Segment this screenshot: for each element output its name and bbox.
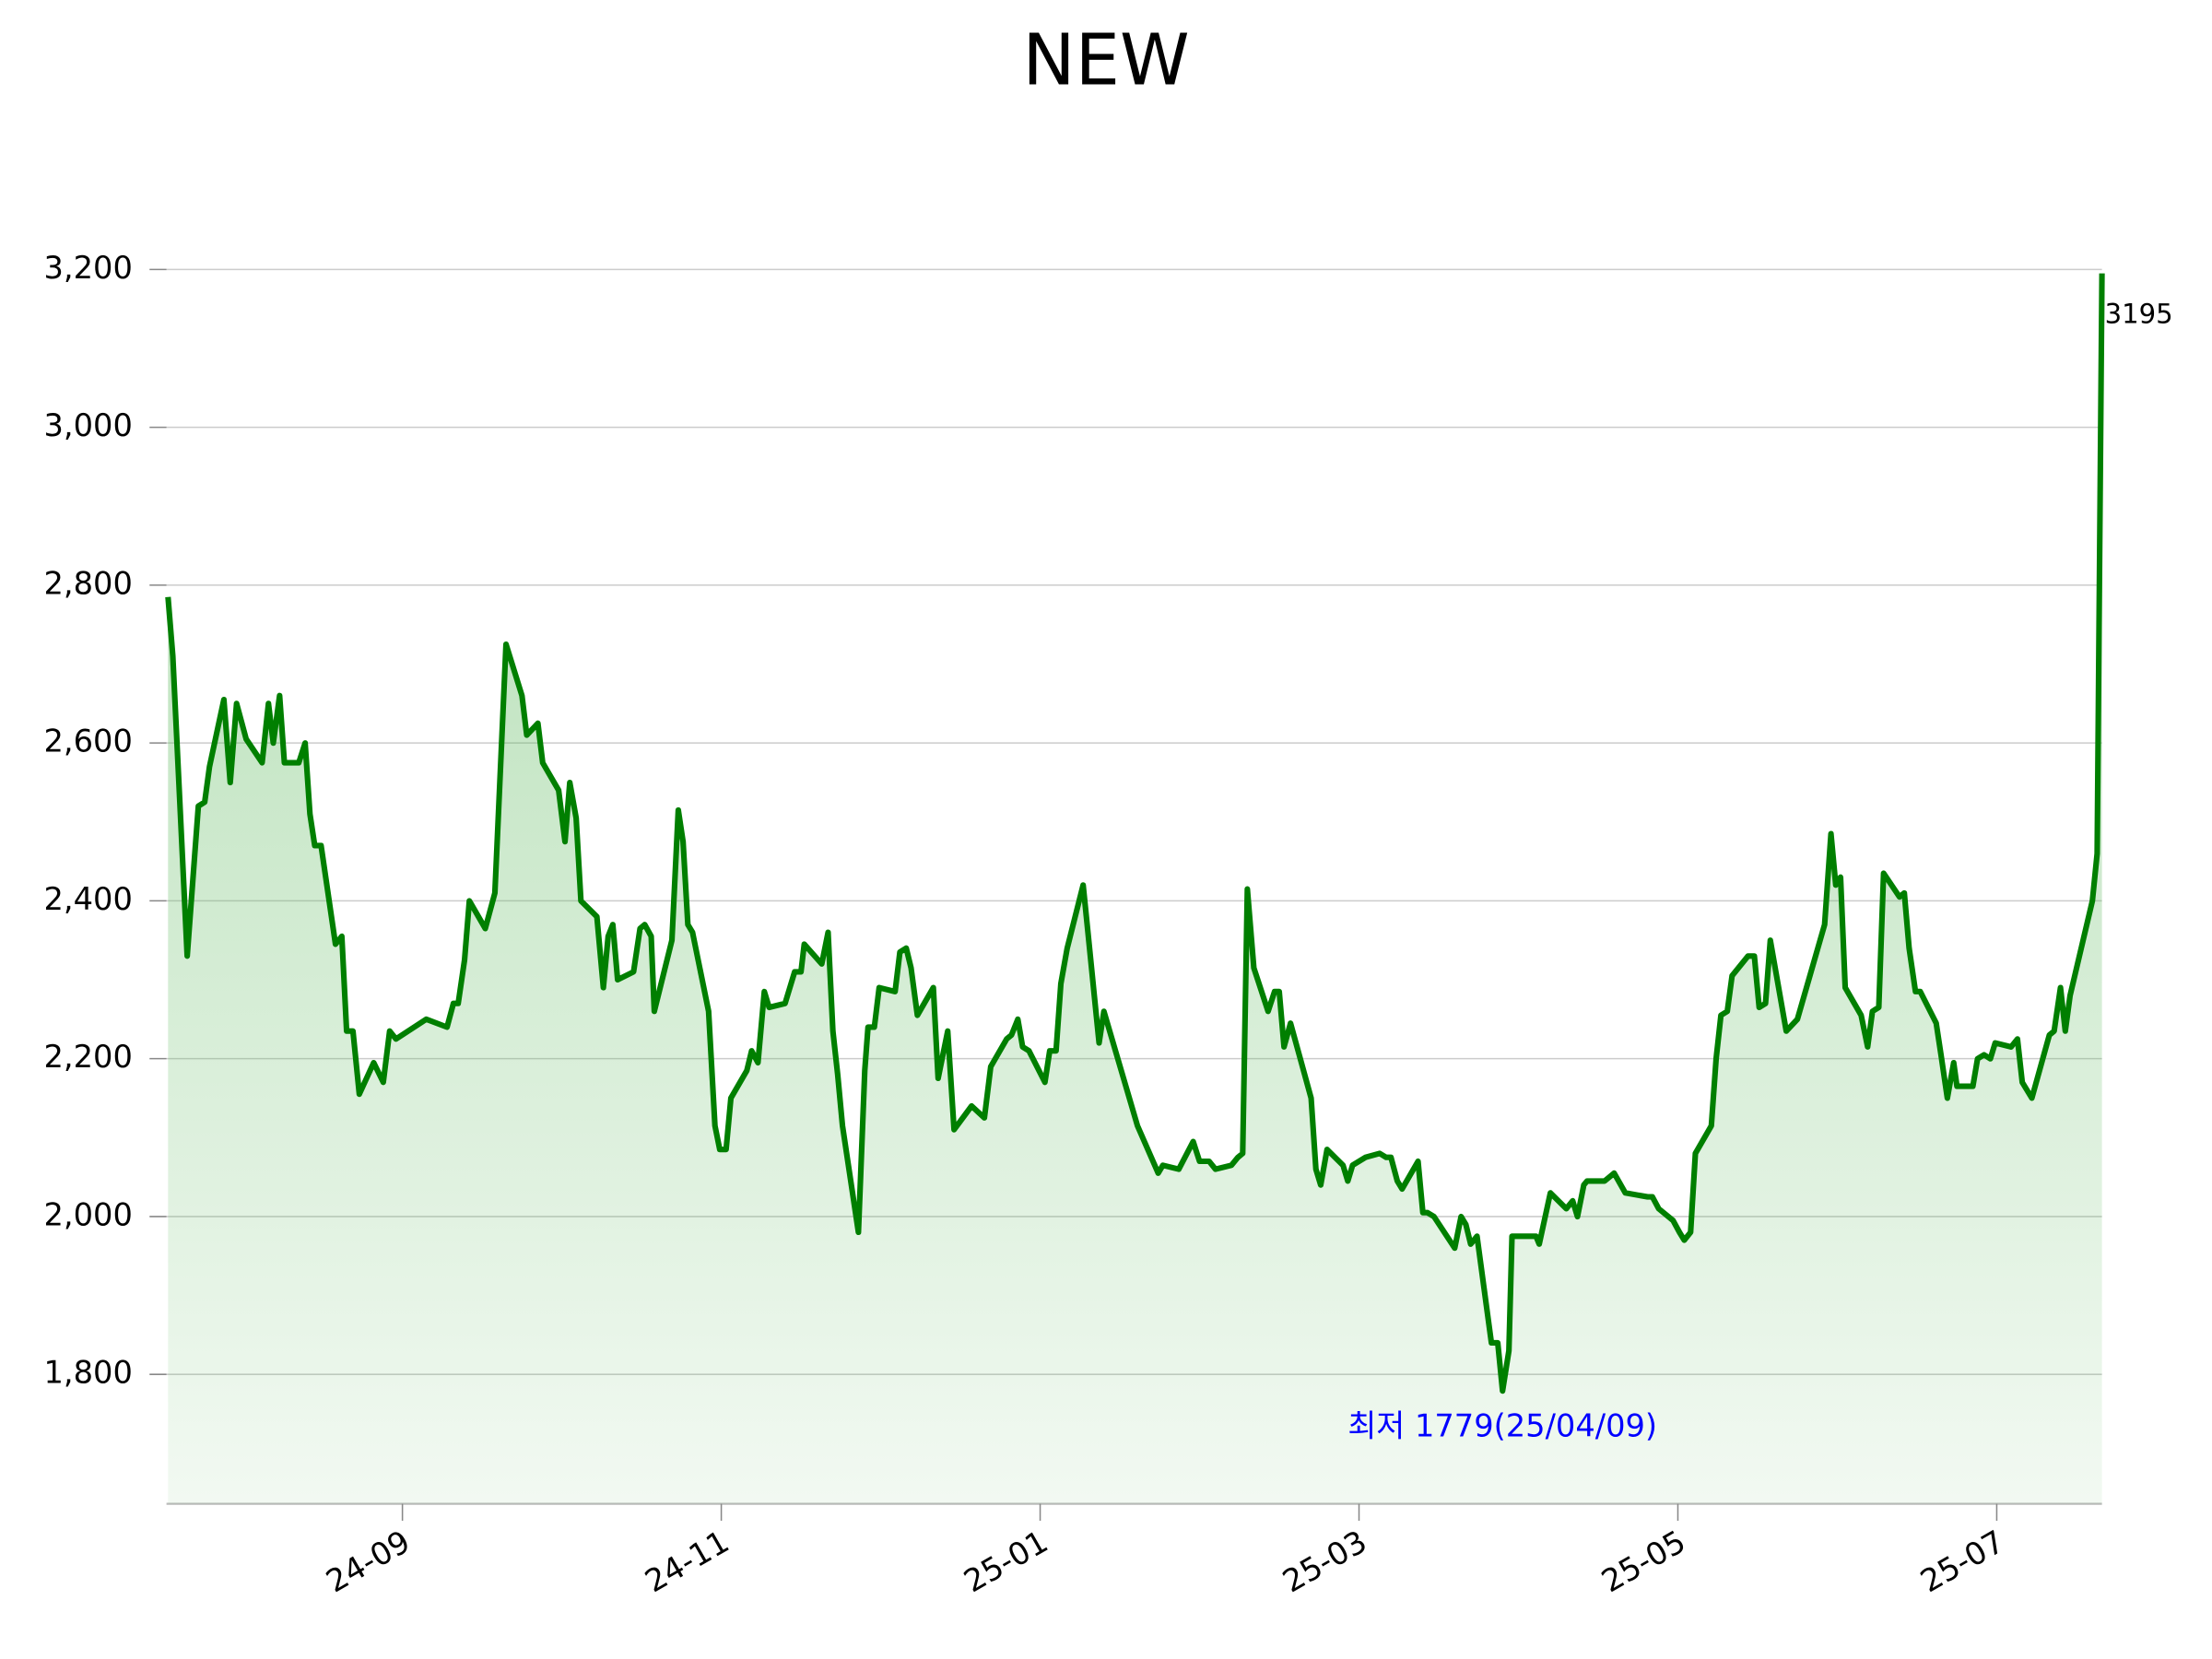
last-value-label: 3195	[2105, 299, 2173, 330]
area-fill	[168, 273, 2102, 1504]
chart-title: NEW	[1022, 19, 1189, 101]
x-tick-label: 25-01	[958, 1524, 1053, 1600]
price-line	[165, 273, 2105, 1394]
x-tick-label: 25-07	[1914, 1524, 2010, 1600]
x-tick-label: 25-05	[1595, 1524, 1691, 1600]
y-tick-label: 2,000	[44, 1196, 133, 1232]
y-tick-label: 1,800	[44, 1355, 133, 1391]
x-tick-label: 24-09	[320, 1524, 416, 1600]
min-annotation: 최저 1779(25/04/09)	[1347, 1407, 1657, 1443]
x-tick-label: 25-03	[1277, 1524, 1372, 1600]
y-tick-label: 2,800	[44, 565, 133, 601]
y-tick-label: 2,600	[44, 724, 133, 759]
y-tick-label: 2,200	[44, 1039, 133, 1075]
y-tick-label: 3,000	[44, 407, 133, 443]
x-tick-label: 24-11	[639, 1524, 735, 1600]
y-tick-label: 2,400	[44, 881, 133, 917]
y-tick-label: 3,200	[44, 250, 133, 286]
